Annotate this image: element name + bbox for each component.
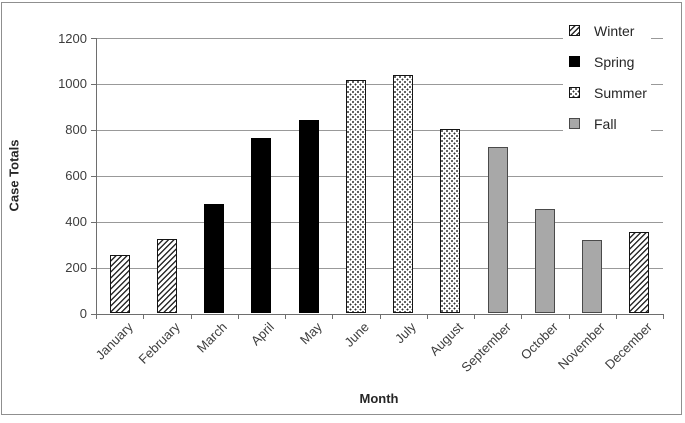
legend: Winter Spring Summer Fall (563, 13, 651, 141)
y-axis-tick (91, 38, 96, 39)
legend-swatch-solid-black-icon (569, 56, 580, 67)
y-axis-tick (91, 175, 96, 177)
y-tick-label: 0 (79, 306, 87, 321)
bar-july (393, 74, 414, 314)
legend-label: Spring (594, 53, 635, 70)
y-tick-label: 200 (65, 260, 87, 276)
y-tick-label: 400 (65, 214, 87, 230)
legend-swatch-diagonal-hatch-icon (569, 25, 580, 36)
bar-january (109, 254, 130, 314)
gridline-400 (96, 221, 663, 223)
x-axis-tick (143, 313, 145, 319)
x-axis-tick (190, 313, 192, 319)
y-axis-tick (91, 313, 96, 315)
x-axis-tick (332, 313, 334, 319)
x-axis-tick (474, 313, 475, 319)
bar-march (204, 204, 225, 314)
y-axis-line (96, 38, 97, 315)
x-axis-tick (568, 313, 570, 319)
legend-item-spring: Spring (569, 46, 647, 77)
x-axis-tick (615, 313, 617, 319)
gridline-200 (96, 267, 663, 269)
legend-item-summer: Summer (569, 77, 647, 108)
x-axis-tick (237, 313, 239, 319)
legend-swatch-solid-gray-icon (569, 118, 580, 129)
x-axis-tick (521, 313, 523, 319)
bar-february (156, 238, 177, 314)
x-axis-tick (379, 313, 381, 319)
bar-may (298, 119, 319, 314)
x-axis-line (96, 313, 664, 315)
bar-september (487, 147, 508, 314)
legend-swatch-dotted-icon (569, 87, 580, 98)
gridline-800 (96, 129, 663, 131)
y-tick-label: 1000 (58, 76, 87, 92)
gridline-1200 (96, 38, 663, 39)
y-axis-tick (91, 129, 96, 131)
y-axis-tick (91, 221, 96, 223)
bar-april (251, 137, 272, 314)
bar-october (534, 209, 555, 314)
bar-august (440, 128, 461, 314)
chart-frame-border (1, 2, 682, 415)
y-tick-label: 600 (65, 168, 87, 184)
x-axis-title: Month (359, 391, 399, 406)
legend-label: Fall (594, 115, 617, 132)
legend-label: Summer (594, 84, 647, 101)
legend-item-winter: Winter (569, 15, 647, 46)
gridline-600 (96, 175, 663, 177)
y-axis-title: Case Totals (6, 139, 22, 212)
y-tick-label: 1200 (58, 30, 87, 46)
y-tick-label: 800 (65, 122, 87, 138)
bar-december (629, 231, 650, 314)
x-axis-tick (285, 313, 286, 319)
bar-june (345, 80, 366, 314)
x-axis-tick (663, 313, 664, 319)
bar-november (582, 240, 603, 314)
x-axis-tick (96, 313, 97, 319)
legend-label: Winter (594, 22, 635, 39)
y-axis-tick (91, 83, 96, 85)
y-axis-tick (91, 267, 96, 269)
x-axis-tick (426, 313, 428, 319)
gridline-1000 (96, 83, 663, 85)
legend-item-fall: Fall (569, 108, 647, 139)
